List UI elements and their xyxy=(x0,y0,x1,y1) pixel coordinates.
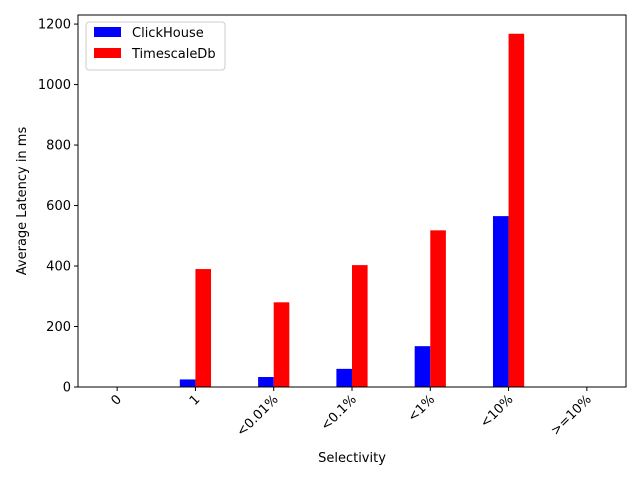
legend-swatch-timescaledb xyxy=(94,48,121,58)
legend-label-clickhouse: ClickHouse xyxy=(132,26,204,41)
bar-timescaledb-1 xyxy=(195,269,212,387)
y-tick-label: 400 xyxy=(46,260,71,275)
bar-timescaledb-3 xyxy=(352,265,368,387)
bar-timescaledb-2 xyxy=(273,302,290,387)
y-tick-label: 1200 xyxy=(38,18,71,33)
y-tick-label: 1000 xyxy=(38,78,71,93)
y-tick-label: 200 xyxy=(46,320,71,335)
bar-clickhouse-5 xyxy=(492,216,509,387)
bar-clickhouse-2 xyxy=(258,377,274,387)
x-axis-label: Selectivity xyxy=(318,451,386,466)
legend: ClickHouse TimescaleDb xyxy=(85,21,226,71)
y-axis-label: Average Latency in ms xyxy=(15,127,30,276)
bar-timescaledb-5 xyxy=(508,33,525,387)
legend-label-timescaledb: TimescaleDb xyxy=(131,47,216,62)
y-tick-label: 800 xyxy=(46,139,71,154)
bar-timescaledb-4 xyxy=(430,230,446,387)
y-tick-label: 0 xyxy=(63,381,71,396)
bar-clickhouse-4 xyxy=(414,346,431,387)
y-axis-ticks: 0 200 400 600 800 1000 1200 xyxy=(38,18,78,396)
bars-group xyxy=(179,33,525,387)
bar-clickhouse-1 xyxy=(179,379,196,387)
legend-swatch-clickhouse xyxy=(94,27,121,37)
plot-area-frame xyxy=(77,14,627,388)
bar-clickhouse-3 xyxy=(336,368,352,387)
y-tick-label: 600 xyxy=(46,199,71,214)
